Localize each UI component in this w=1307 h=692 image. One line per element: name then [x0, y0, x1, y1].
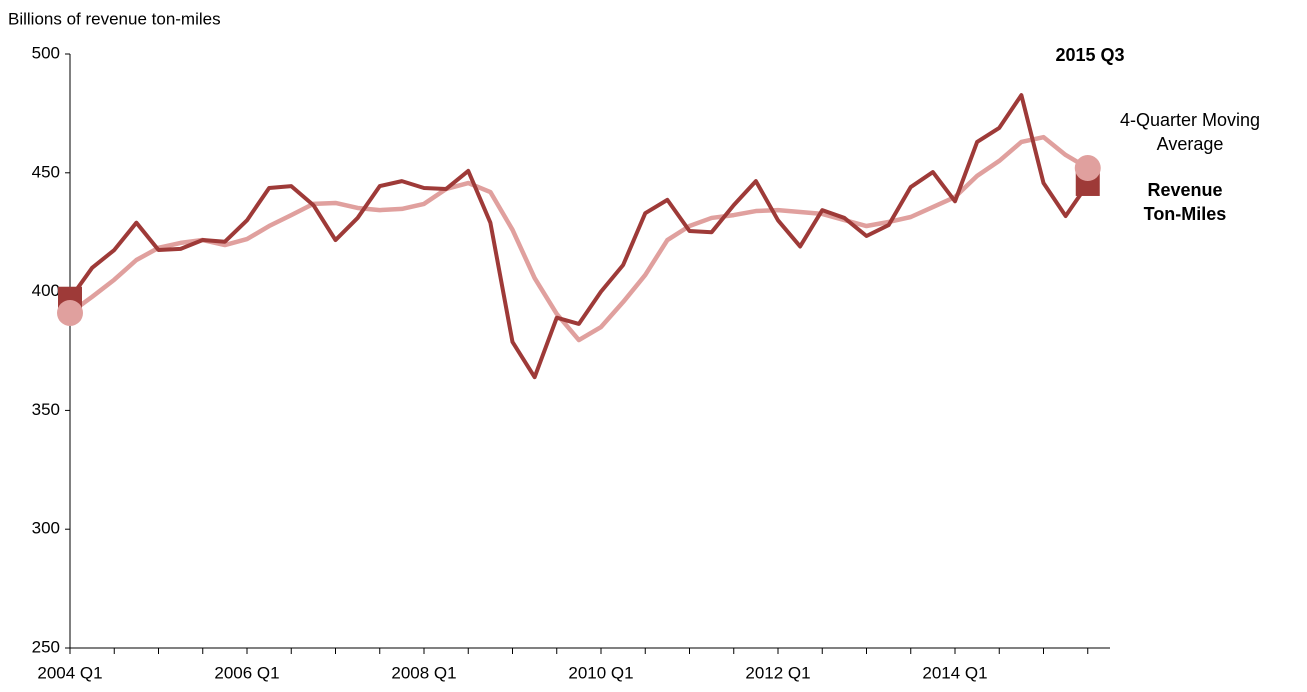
- x-tick-label: 2004 Q1: [37, 663, 102, 682]
- y-tick-label: 350: [32, 400, 60, 419]
- end-marker: [57, 299, 83, 326]
- series-line: [68, 93, 1090, 380]
- y-tick-label: 500: [32, 43, 60, 62]
- series-label: 4-Quarter Moving Average: [1119, 110, 1261, 154]
- y-tick-label: 400: [32, 281, 60, 300]
- y-tick-label: 250: [32, 637, 60, 656]
- series-line: [68, 134, 1089, 343]
- x-tick-label: 2012 Q1: [745, 663, 810, 682]
- y-axis-label: Billions of revenue ton-miles: [8, 9, 221, 28]
- x-tick-label: 2014 Q1: [922, 663, 987, 682]
- end-marker: [1074, 155, 1101, 182]
- x-tick-label: 2006 Q1: [214, 663, 279, 682]
- y-tick-label: 300: [32, 519, 60, 538]
- annotation: 2015 Q3: [1055, 45, 1124, 65]
- x-tick-label: 2008 Q1: [391, 663, 456, 682]
- y-tick-label: 450: [32, 162, 60, 181]
- x-tick-label: 2010 Q1: [568, 663, 633, 682]
- series-label: Revenue Ton-Miles: [1143, 180, 1227, 224]
